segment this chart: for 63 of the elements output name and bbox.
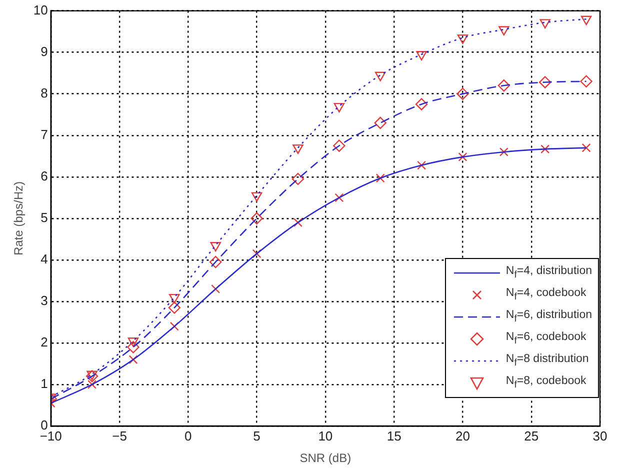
point xyxy=(580,75,592,88)
x-axis-title: SNR (dB) xyxy=(300,451,352,466)
point xyxy=(415,98,428,110)
point xyxy=(334,193,344,202)
point xyxy=(538,76,552,88)
x-tick-label: 20 xyxy=(455,428,470,444)
x-tick-label: 25 xyxy=(524,428,539,444)
point xyxy=(292,144,304,154)
point xyxy=(210,242,221,252)
y-axis-title: Rate (bps/Hz) xyxy=(12,181,26,256)
point xyxy=(128,338,139,347)
point xyxy=(456,88,469,100)
legend-label: N$_{f}$=8 distribution xyxy=(506,353,589,369)
point xyxy=(88,380,97,389)
point xyxy=(251,192,262,202)
point xyxy=(416,51,427,60)
point xyxy=(250,212,263,224)
legend-label: N$_{f}$=4, distribution xyxy=(506,265,592,281)
point xyxy=(292,172,304,186)
point xyxy=(127,341,140,354)
y-tick-label: 3 xyxy=(40,293,48,308)
point xyxy=(499,147,508,156)
y-tick-label: 7 xyxy=(40,126,48,142)
point xyxy=(580,16,592,26)
point xyxy=(210,256,222,268)
legend-label: N$_{f}$=8, codebook xyxy=(506,375,586,391)
point xyxy=(457,34,468,44)
x-tick-label: 5 xyxy=(253,428,260,444)
y-tick-label: 0 xyxy=(40,418,48,433)
point xyxy=(293,218,302,228)
x-tick-label: 10 xyxy=(318,428,333,444)
x-tick-label: −5 xyxy=(112,428,127,444)
x-tick-label: 15 xyxy=(386,428,402,444)
point xyxy=(376,174,385,183)
y-tick-label: 2 xyxy=(40,334,48,350)
point xyxy=(374,72,386,82)
point xyxy=(252,249,262,258)
y-tick-label: 4 xyxy=(40,252,48,266)
point xyxy=(128,355,138,364)
point xyxy=(333,140,346,152)
point xyxy=(458,152,468,162)
point xyxy=(169,294,180,304)
y-tick-label: 1 xyxy=(40,376,48,392)
point xyxy=(540,144,550,154)
point xyxy=(334,102,345,112)
point xyxy=(498,26,510,36)
y-tick-label: 8 xyxy=(40,85,48,100)
point xyxy=(417,160,426,170)
point xyxy=(170,322,179,331)
x-tick-label: 30 xyxy=(592,428,608,444)
point xyxy=(498,79,510,92)
point xyxy=(374,116,386,130)
point xyxy=(540,19,550,29)
legend-label: N$_{f}$=6, codebook xyxy=(506,331,586,347)
x-tick-label: 0 xyxy=(184,428,192,444)
y-tick-label: 5 xyxy=(40,210,48,225)
legend-label: N$_{f}$=4, codebook xyxy=(506,287,586,303)
point xyxy=(582,143,591,152)
legend-label: N$_{f}$=6, distribution xyxy=(506,309,592,325)
y-tick-label: 10 xyxy=(33,2,48,18)
y-tick-label: 6 xyxy=(40,168,48,184)
point xyxy=(168,302,181,314)
y-tick-label: 9 xyxy=(40,44,48,59)
